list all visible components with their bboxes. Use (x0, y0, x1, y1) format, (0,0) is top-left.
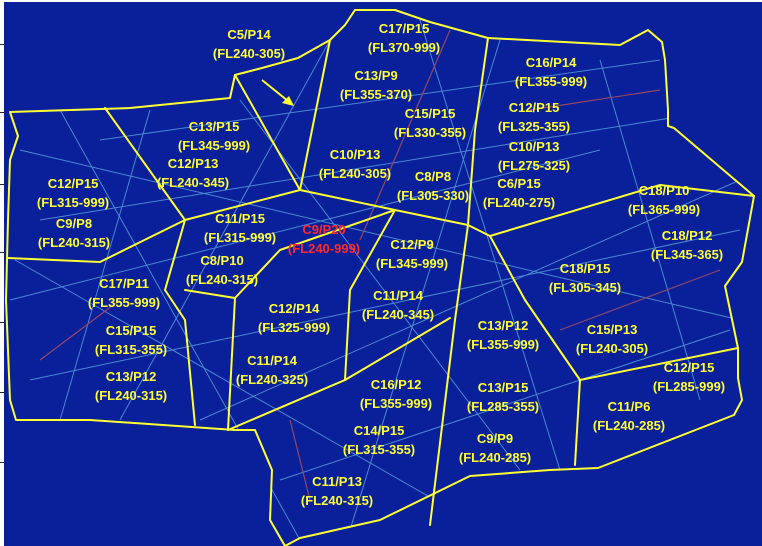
sector-boundary (104, 107, 186, 221)
traffic-track (119, 39, 331, 421)
arrow-line (261, 79, 289, 102)
sector-label: C10/P13 (FL240-305) (319, 147, 391, 181)
sector-label: C17/P11 (FL355-999) (88, 276, 160, 310)
traffic-track (99, 59, 661, 141)
sector-label: C11/P15 (FL315-999) (204, 211, 276, 245)
sector-boundary (344, 209, 396, 381)
sector-boundary (467, 184, 755, 237)
sector-label: C13/P15 (FL285-355) (467, 380, 539, 414)
sector-label: C11/P6 (FL240-285) (593, 399, 665, 433)
sector-boundary (429, 224, 469, 526)
sector-label: C16/P12 (FL355-999) (360, 377, 432, 411)
traffic-track (279, 329, 731, 481)
sector-label: C18/P10 (FL365-999) (628, 183, 700, 217)
sector-boundary (579, 347, 739, 381)
sector-boundary (184, 189, 469, 226)
sector-label: C15/P13 (FL240-305) (576, 322, 648, 356)
traffic-track (39, 109, 721, 221)
sector-boundary (299, 39, 331, 191)
traffic-track (14, 259, 471, 521)
sector-label: C9/P8 (FL240-315) (38, 216, 110, 250)
sector-label: C18/P12 (FL345-365) (651, 228, 723, 262)
traffic-track (59, 109, 151, 421)
traffic-track (199, 179, 741, 421)
dense-track (39, 299, 121, 361)
sector-label: C12/P13 (FL240-345) (157, 156, 229, 190)
sector-label-highlight: C9/P20 (FL240-999) (288, 222, 360, 256)
sector-boundary (489, 235, 581, 466)
left-axis-tick (0, 462, 4, 463)
sector-label: C16/P14 (FL355-999) (515, 55, 587, 89)
sector-label: C13/P9 (FL355-370) (340, 68, 412, 102)
region-outer-boundary (5, 9, 755, 546)
sector-label: C12/P9 (FL345-999) (376, 237, 448, 271)
dense-track (529, 89, 661, 111)
sector-label: C17/P15 (FL370-999) (368, 21, 440, 55)
traffic-track (9, 149, 601, 301)
sector-label: C11/P14 (FL240-345) (362, 288, 434, 322)
sector-label: C9/P9 (FL240-285) (459, 431, 531, 465)
sector-boundary (7, 219, 186, 263)
traffic-track (239, 99, 521, 471)
sector-label: C11/P14 (FL240-325) (236, 353, 308, 387)
left-axis-tick (0, 112, 4, 113)
sector-label: C6/P15 (FL240-275) (483, 176, 555, 210)
dense-track (289, 419, 311, 501)
sector-boundary (164, 219, 196, 426)
sector-boundary (234, 74, 301, 191)
sector-label: C11/P13 (FL240-315) (301, 474, 373, 508)
sector-label: C13/P12 (FL240-315) (95, 369, 167, 403)
sector-labels: C5/P14 (FL240-305) C17/P15 (FL370-999) C16… (37, 21, 725, 508)
dense-track (559, 269, 721, 331)
left-axis-tick (0, 184, 4, 185)
left-axis-tick (0, 252, 4, 253)
airspace-sector-map (4, 2, 762, 546)
sector-label: C13/P15 (FL345-999) (178, 119, 250, 153)
left-axis-tick (0, 322, 4, 323)
sector-label: C18/P15 (FL305-345) (549, 261, 621, 295)
traffic-track (419, 19, 561, 471)
sector-label: C13/P12 (FL355-999) (467, 318, 539, 352)
traffic-track (29, 229, 741, 381)
sector-label: C12/P15 (FL285-999) (653, 360, 725, 394)
arrow-head-icon (282, 96, 294, 106)
left-axis-tick (0, 392, 4, 393)
sector-label: C12/P15 (FL325-355) (498, 100, 570, 134)
traffic-track (599, 59, 701, 401)
sector-boundary (227, 317, 451, 431)
sector-label: C15/P15 (FL315-355) (95, 323, 167, 357)
sector-label: C8/P10 (FL240-315) (186, 253, 258, 287)
sector-label: C8/P8 (FL305-330) (397, 169, 469, 203)
traffic-tracks (9, 19, 741, 541)
sector-label: C10/P13 (FL275-325) (498, 139, 570, 173)
sector-boundary (467, 37, 489, 226)
sector-label: C5/P14 (FL240-305) (213, 27, 285, 61)
sector-boundary (184, 209, 396, 299)
left-axis-tick (0, 44, 4, 45)
sector-label: C15/P15 (FL330-355) (394, 106, 466, 140)
sector-boundaries (7, 37, 755, 526)
sector-boundary (227, 297, 236, 431)
sector-label: C12/P15 (FL315-999) (37, 176, 109, 210)
sector-label: C12/P14 (FL325-999) (258, 301, 330, 335)
sector-label: C14/P15 (FL315-355) (343, 423, 415, 457)
pointer-arrow (261, 79, 294, 106)
